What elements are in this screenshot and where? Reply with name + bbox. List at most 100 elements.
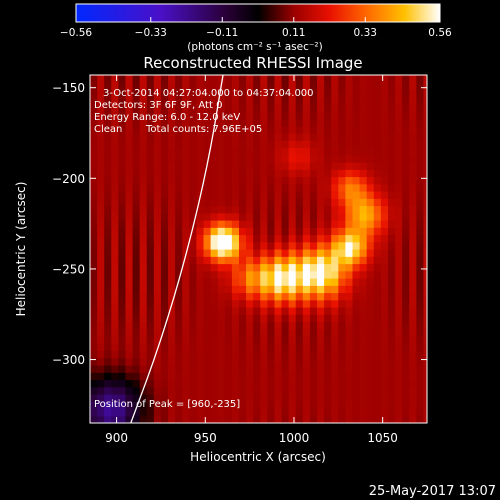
image-pixel: [317, 104, 325, 112]
image-pixel: [345, 256, 354, 265]
image-pixel: [111, 386, 119, 395]
image-pixel: [409, 205, 417, 214]
image-pixel: [175, 154, 183, 163]
image-pixel: [380, 104, 389, 112]
image-pixel: [97, 314, 105, 323]
image-pixel: [387, 133, 396, 141]
image-pixel: [423, 278, 427, 286]
image-pixel: [416, 285, 425, 294]
image-pixel: [203, 249, 212, 257]
image-pixel: [139, 220, 148, 228]
image-pixel: [168, 292, 176, 301]
image-pixel: [373, 292, 382, 301]
x-axis-label: Heliocentric X (arcsec): [190, 450, 326, 464]
image-pixel: [189, 234, 198, 243]
image-pixel: [139, 75, 148, 83]
image-pixel: [104, 205, 112, 214]
image-pixel: [260, 357, 268, 366]
image-pixel: [267, 183, 276, 192]
image-pixel: [196, 227, 205, 236]
image-pixel: [345, 212, 354, 221]
image-pixel: [409, 133, 417, 141]
image-pixel: [153, 357, 162, 366]
image-pixel: [402, 154, 410, 163]
image-pixel: [267, 140, 276, 149]
image-pixel: [302, 314, 311, 323]
image-pixel: [373, 205, 382, 214]
image-pixel: [359, 278, 368, 286]
image-pixel: [203, 147, 212, 156]
image-pixel: [246, 118, 254, 127]
image-pixel: [97, 118, 105, 127]
image-pixel: [168, 263, 176, 272]
image-pixel: [317, 118, 325, 127]
image-pixel: [231, 227, 240, 236]
image-pixel: [217, 365, 226, 373]
image-pixel: [373, 154, 382, 163]
image-pixel: [168, 183, 176, 192]
image-pixel: [118, 227, 127, 236]
image-pixel: [338, 227, 347, 236]
image-pixel: [203, 365, 212, 373]
image-pixel: [168, 350, 176, 359]
image-pixel: [90, 140, 98, 149]
image-pixel: [160, 154, 169, 163]
image-pixel: [111, 176, 119, 185]
image-pixel: [90, 212, 98, 221]
image-pixel: [153, 336, 162, 344]
image-pixel: [238, 234, 247, 243]
image-pixel: [295, 292, 304, 301]
image-pixel: [295, 394, 304, 402]
image-pixel: [182, 401, 190, 410]
image-pixel: [267, 321, 276, 330]
image-pixel: [125, 314, 134, 323]
image-pixel: [125, 227, 134, 236]
image-pixel: [253, 191, 261, 199]
image-pixel: [224, 307, 233, 315]
image-pixel: [231, 220, 240, 228]
image-pixel: [324, 278, 332, 286]
image-pixel: [409, 328, 417, 337]
image-pixel: [175, 191, 183, 199]
image-pixel: [366, 162, 375, 170]
image-pixel: [231, 278, 240, 286]
image-pixel: [224, 147, 233, 156]
image-pixel: [288, 75, 297, 83]
image-pixel: [366, 154, 375, 163]
image-pixel: [260, 176, 268, 185]
image-pixel: [104, 96, 112, 105]
image-pixel: [366, 328, 375, 337]
image-pixel: [111, 328, 119, 337]
image-pixel: [168, 118, 176, 127]
image-pixel: [402, 408, 410, 417]
image-pixel: [224, 125, 233, 134]
image-pixel: [238, 89, 247, 98]
image-pixel: [189, 401, 198, 410]
image-pixel: [153, 82, 162, 91]
image-pixel: [210, 307, 219, 315]
image-pixel: [281, 372, 290, 381]
image-pixel: [288, 386, 297, 395]
image-pixel: [132, 386, 141, 395]
image-pixel: [182, 394, 190, 402]
image-pixel: [146, 292, 155, 301]
image-pixel: [160, 140, 169, 149]
image-pixel: [288, 205, 297, 214]
image-pixel: [111, 162, 119, 170]
image-pixel: [139, 183, 148, 192]
image-pixel: [281, 285, 290, 294]
image-pixel: [132, 350, 141, 359]
image-pixel: [217, 212, 226, 221]
image-pixel: [160, 176, 169, 185]
image-pixel: [387, 241, 396, 250]
image-pixel: [111, 357, 119, 366]
image-pixel: [345, 314, 354, 323]
image-pixel: [196, 169, 205, 178]
image-pixel: [104, 256, 112, 265]
image-pixel: [352, 278, 361, 286]
image-pixel: [288, 263, 297, 272]
image-pixel: [111, 96, 119, 105]
image-pixel: [196, 350, 205, 359]
image-pixel: [246, 401, 254, 410]
image-pixel: [331, 278, 339, 286]
